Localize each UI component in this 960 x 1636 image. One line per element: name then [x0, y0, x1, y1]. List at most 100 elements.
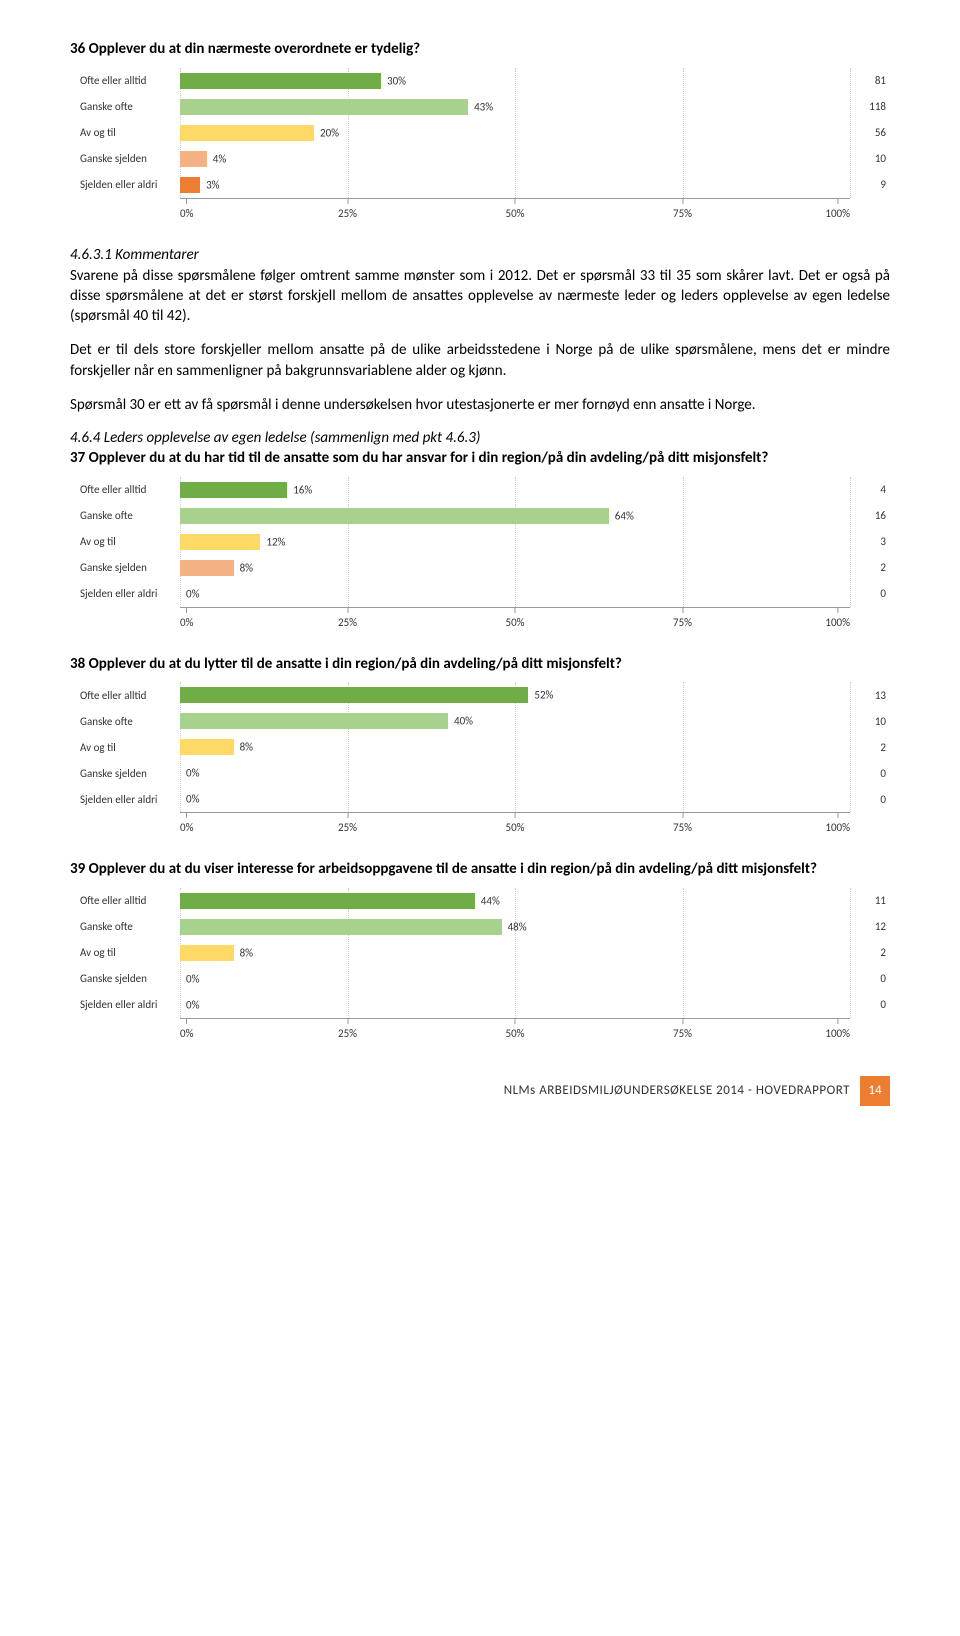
page-number: 14: [860, 1076, 890, 1106]
chart-category-label: Ofte eller alltid: [80, 689, 180, 702]
chart-category-label: Av og til: [80, 126, 180, 139]
footer-text: NLMs ARBEIDSMILJØUNDERSØKELSE 2014 - HOV…: [504, 1083, 850, 1098]
chart-count: 56: [850, 126, 890, 139]
chart-category-label: Ganske ofte: [80, 100, 180, 113]
chart-bar: 12%: [180, 534, 260, 550]
chart-bar: 52%: [180, 687, 528, 703]
chart-count: 2: [850, 946, 890, 959]
chart-bar-percent: 8%: [240, 561, 253, 574]
chart-row: Ganske sjelden0%0: [80, 760, 890, 786]
chart-bar: 40%: [180, 713, 448, 729]
axis-tick: 75%: [673, 608, 692, 629]
chart-row: Ganske ofte40%10: [80, 708, 890, 734]
chart-x-axis: 0%25%50%75%100%: [180, 607, 850, 635]
chart-category-label: Av og til: [80, 741, 180, 754]
chart-category-label: Ganske sjelden: [80, 767, 180, 780]
chart-category-label: Ganske ofte: [80, 920, 180, 933]
q37-title: 37 Opplever du at du har tid til de ansa…: [70, 449, 890, 469]
chart-bar: 8%: [180, 560, 234, 576]
chart-category-label: Sjelden eller aldri: [80, 587, 180, 600]
axis-tick: 50%: [505, 813, 524, 834]
chart-bar: 16%: [180, 482, 287, 498]
chart-bar-percent: 52%: [534, 689, 553, 702]
chart-row: Av og til8% 2: [80, 734, 890, 760]
chart-bar: 4%: [180, 151, 207, 167]
chart-row: Sjelden eller aldri 0% 0: [80, 581, 890, 607]
chart-row: Ganske sjelden0%0: [80, 966, 890, 992]
chart-bar: 30%: [180, 73, 381, 89]
q38-chart: Ofte eller alltid52%13Ganske ofte40%10Av…: [70, 682, 890, 840]
chart-row: Ofte eller alltid52%13: [80, 682, 890, 708]
chart-count: 0: [850, 972, 890, 985]
commentary-p2: Det er til dels store forskjeller mellom…: [70, 340, 890, 381]
chart-bar-percent: 20%: [320, 126, 339, 139]
chart-count: 0: [850, 587, 890, 600]
chart-count: 2: [850, 561, 890, 574]
chart-count: 10: [850, 715, 890, 728]
chart-count: 10: [850, 152, 890, 165]
chart-row: Ganske ofte64%16: [80, 503, 890, 529]
axis-tick: 0%: [180, 608, 193, 629]
chart-row: Sjelden eller aldri0%0: [80, 992, 890, 1018]
q36-title: 36 Opplever du at din nærmeste overordne…: [70, 40, 890, 60]
chart-bar-percent: 48%: [508, 920, 527, 933]
chart-count: 0: [850, 767, 890, 780]
chart-count: 9: [850, 178, 890, 191]
chart-row: Ganske ofte43%118: [80, 94, 890, 120]
chart-bar-percent: 3%: [206, 178, 219, 191]
axis-tick: 50%: [505, 608, 524, 629]
chart-x-axis: 0% 25% 50% 75% 100%: [180, 812, 850, 840]
section-464-heading: 4.6.4 Leders opplevelse av egen ledelse …: [70, 429, 890, 447]
axis-tick: 100%: [825, 813, 850, 834]
q39-chart: Ofte eller alltid44%11Ganske ofte48%12Av…: [70, 888, 890, 1046]
chart-row: Ganske sjelden8%2: [80, 555, 890, 581]
chart-bar: 8%: [180, 945, 234, 961]
chart-category-label: Ofte eller alltid: [80, 74, 180, 87]
chart-count: 0: [850, 998, 890, 1011]
chart-category-label: Sjelden eller aldri: [80, 793, 180, 806]
chart-row: Ganske ofte48%12: [80, 914, 890, 940]
chart-bar: 48%: [180, 919, 502, 935]
chart-row: Sjelden eller aldri3%9: [80, 172, 890, 198]
q37-chart: Ofte eller alltid16%4Ganske ofte64%16Av …: [70, 477, 890, 635]
axis-tick: 50%: [505, 199, 524, 220]
chart-category-label: Ganske sjelden: [80, 972, 180, 985]
axis-tick: 75%: [673, 199, 692, 220]
chart-category-label: Ganske sjelden: [80, 152, 180, 165]
chart-category-label: Ofte eller alltid: [80, 483, 180, 496]
chart-bar-percent: 64%: [615, 509, 634, 522]
page-footer: NLMs ARBEIDSMILJØUNDERSØKELSE 2014 - HOV…: [70, 1076, 890, 1106]
commentary-p3: Spørsmål 30 er ett av få spørsmål i denn…: [70, 395, 890, 415]
axis-tick: 25%: [338, 1019, 357, 1040]
chart-bar-percent: 43%: [474, 100, 493, 113]
commentary-heading: 4.6.3.1 Kommentarer: [70, 246, 890, 264]
axis-tick: 0%: [180, 813, 193, 834]
chart-category-label: Ganske sjelden: [80, 561, 180, 574]
axis-tick: 100%: [825, 1019, 850, 1040]
chart-bar-percent: 30%: [387, 74, 406, 87]
chart-bar-percent: 0%: [186, 587, 199, 600]
chart-row: Ganske sjelden4%10: [80, 146, 890, 172]
chart-bar-percent: 16%: [293, 483, 312, 496]
chart-count: 13: [850, 689, 890, 702]
chart-bar: 8%: [180, 739, 234, 755]
chart-count: 2: [850, 741, 890, 754]
axis-tick: 75%: [673, 1019, 692, 1040]
axis-tick: 25%: [338, 199, 357, 220]
axis-tick: 100%: [825, 608, 850, 629]
chart-row: Av og til8%2: [80, 940, 890, 966]
axis-tick: 100%: [825, 199, 850, 220]
chart-bar-percent: 4%: [213, 152, 226, 165]
chart-category-label: Sjelden eller aldri: [80, 998, 180, 1011]
chart-category-label: Ganske ofte: [80, 509, 180, 522]
chart-bar-percent: 40%: [454, 715, 473, 728]
chart-row: Av og til 20% 56: [80, 120, 890, 146]
axis-tick: 25%: [338, 813, 357, 834]
chart-count: 4: [850, 483, 890, 496]
axis-tick: 75%: [673, 813, 692, 834]
chart-x-axis: 0%25%50%75%100%: [180, 1018, 850, 1046]
chart-bar-percent: 0%: [186, 793, 199, 806]
chart-count: 12: [850, 920, 890, 933]
chart-count: 0: [850, 793, 890, 806]
chart-row: Sjelden eller aldri 0% 0: [80, 786, 890, 812]
